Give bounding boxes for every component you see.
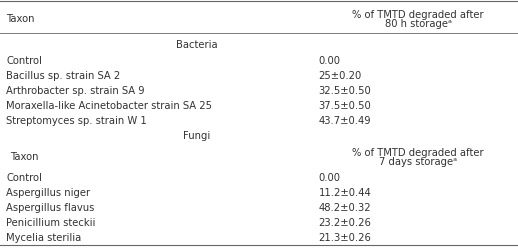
- Text: 37.5±0.50: 37.5±0.50: [319, 100, 371, 110]
- Text: Aspergillus niger: Aspergillus niger: [6, 187, 90, 197]
- Text: % of TMTD degraded after: % of TMTD degraded after: [352, 10, 484, 20]
- Text: Control: Control: [6, 56, 42, 66]
- Text: Control: Control: [6, 172, 42, 182]
- Text: Arthrobacter sp. strain SA 9: Arthrobacter sp. strain SA 9: [6, 86, 145, 96]
- Text: 25±0.20: 25±0.20: [319, 71, 362, 81]
- Text: 21.3±0.26: 21.3±0.26: [319, 232, 371, 242]
- Text: Bacteria: Bacteria: [176, 40, 218, 50]
- Text: Moraxella-like Acinetobacter strain SA 25: Moraxella-like Acinetobacter strain SA 2…: [6, 100, 212, 110]
- Text: 11.2±0.44: 11.2±0.44: [319, 187, 371, 197]
- Text: 43.7±0.49: 43.7±0.49: [319, 116, 371, 126]
- Text: 48.2±0.32: 48.2±0.32: [319, 202, 371, 212]
- Text: 23.2±0.26: 23.2±0.26: [319, 217, 371, 227]
- Text: 0.00: 0.00: [319, 172, 340, 182]
- Text: 7 days storageᵃ: 7 days storageᵃ: [379, 156, 457, 166]
- Text: Taxon: Taxon: [10, 152, 39, 162]
- Text: 32.5±0.50: 32.5±0.50: [319, 86, 371, 96]
- Text: 0.00: 0.00: [319, 56, 340, 66]
- Text: Fungi: Fungi: [183, 131, 210, 141]
- Text: Streptomyces sp. strain W 1: Streptomyces sp. strain W 1: [6, 116, 147, 126]
- Text: 80 h storageᵃ: 80 h storageᵃ: [385, 19, 452, 29]
- Text: Mycelia sterilia: Mycelia sterilia: [6, 232, 81, 242]
- Text: Taxon: Taxon: [6, 14, 35, 24]
- Text: Bacillus sp. strain SA 2: Bacillus sp. strain SA 2: [6, 71, 121, 81]
- Text: Penicillium steckii: Penicillium steckii: [6, 217, 96, 227]
- Text: Aspergillus flavus: Aspergillus flavus: [6, 202, 95, 212]
- Text: % of TMTD degraded after: % of TMTD degraded after: [352, 148, 484, 157]
